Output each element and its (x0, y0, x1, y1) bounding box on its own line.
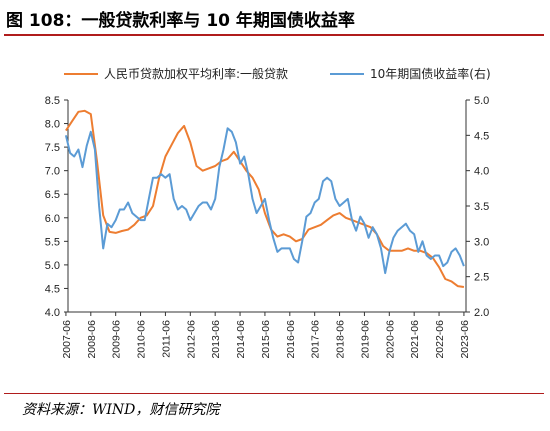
right-tick-label: 4.5 (474, 130, 489, 142)
x-tick-label: 2016-06 (285, 320, 297, 359)
right-tick-label: 2.5 (474, 272, 489, 284)
x-tick-label: 2007-06 (61, 320, 73, 359)
left-tick-label: 4.0 (45, 307, 60, 319)
x-tick-label: 2009-06 (111, 320, 123, 359)
left-tick-label: 7.5 (45, 142, 60, 154)
left-tick-label: 6.5 (45, 189, 60, 201)
left-tick-label: 8.5 (45, 95, 60, 107)
x-tick-label: 2019-06 (359, 320, 371, 359)
left-tick-label: 8.0 (45, 119, 60, 131)
left-tick-label: 5.5 (45, 236, 60, 248)
x-tick-label: 2013-06 (210, 320, 222, 359)
source-note: 资料来源：WIND，财信研究院 (22, 402, 220, 418)
loan-rate-line (65, 109, 465, 288)
x-tick-label: 2017-06 (310, 320, 322, 359)
x-tick-label: 2011-06 (160, 320, 172, 358)
right-tick-label: 2.0 (474, 307, 489, 319)
x-tick-label: 2014-06 (235, 320, 247, 359)
x-tick-label: 2015-06 (260, 320, 272, 359)
right-tick-label: 4.0 (474, 166, 489, 178)
right-tick-label: 3.5 (474, 201, 489, 213)
left-tick-label: 4.5 (45, 283, 60, 295)
left-tick-label: 6.0 (45, 213, 60, 225)
x-tick-label: 2012-06 (185, 320, 197, 359)
source-divider (4, 393, 544, 394)
legend-label-bond-yield: 10年期国债收益率(右) (370, 66, 491, 81)
left-tick-label: 5.0 (45, 260, 60, 272)
right-tick-label: 3.0 (474, 236, 489, 248)
figure-title: 图 108：一般贷款利率与 10 年期国债收益率 (6, 11, 355, 31)
title-divider (4, 34, 544, 36)
x-tick-label: 2018-06 (335, 320, 347, 359)
x-tick-label: 2010-06 (136, 320, 148, 359)
x-tick-label: 2021-06 (409, 320, 421, 359)
left-tick-label: 7.0 (45, 166, 60, 178)
bond-yield-line (64, 127, 465, 275)
x-tick-label: 2022-06 (434, 320, 446, 359)
x-tick-label: 2020-06 (384, 320, 396, 359)
x-tick-label: 2008-06 (86, 320, 98, 359)
line-chart: 4.0 4.5 5.0 5.5 6.0 6.5 7.0 7.5 8.0 8.5 2.0 2.5 3.0 3… (45, 66, 491, 359)
legend-label-loan-rate: 人民币贷款加权平均利率:一般贷款 (104, 66, 288, 81)
right-tick-label: 5.0 (474, 95, 489, 107)
x-tick-label: 2023-06 (459, 320, 471, 359)
